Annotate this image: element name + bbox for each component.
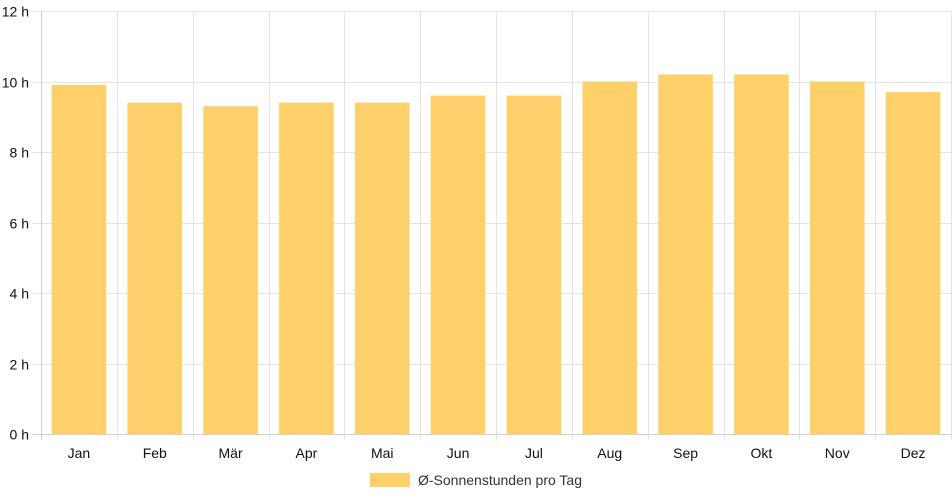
bar-jun	[430, 95, 486, 434]
x-tick-label: Dez	[901, 445, 926, 461]
x-tick-label: Feb	[143, 445, 167, 461]
bar-jan	[51, 85, 107, 435]
bar-nov	[809, 81, 865, 434]
x-tick-label: Okt	[751, 445, 773, 461]
y-tick-label: 6 h	[10, 216, 29, 232]
bar-aug	[582, 81, 638, 434]
bar-mär	[203, 106, 258, 435]
x-tick-label: Mär	[219, 445, 243, 461]
y-tick-label: 10 h	[2, 75, 29, 91]
bar-apr	[279, 102, 334, 435]
bar-feb	[127, 102, 183, 435]
bar-sep	[658, 74, 713, 434]
bar-mai	[354, 102, 410, 435]
legend: Ø-Sonnenstunden pro Tag	[370, 472, 582, 488]
x-tick-label: Aug	[597, 445, 622, 461]
x-tick-label: Apr	[296, 445, 318, 461]
legend-label: Ø-Sonnenstunden pro Tag	[418, 472, 582, 488]
x-tick-label: Sep	[673, 445, 698, 461]
bar-okt	[734, 74, 789, 434]
x-tick-label: Nov	[825, 445, 850, 461]
bar-jul	[506, 95, 562, 434]
y-tick-label: 8 h	[10, 145, 29, 161]
x-tick-label: Mai	[371, 445, 394, 461]
y-tick-label: 12 h	[2, 4, 29, 20]
x-tick-label: Jun	[447, 445, 470, 461]
x-tick-label: Jul	[525, 445, 543, 461]
x-tick-label: Jan	[68, 445, 91, 461]
y-tick-label: 2 h	[10, 357, 29, 373]
y-tick-label: 0 h	[10, 427, 29, 443]
bar-dez	[885, 92, 941, 434]
bar-chart: 0 h 2 h 4 h 6 h 8 h 10 h 12 h Jan Feb Mär Apr Mai Ju…	[2, 4, 952, 461]
legend-swatch	[370, 473, 410, 487]
y-tick-label: 4 h	[10, 286, 29, 302]
